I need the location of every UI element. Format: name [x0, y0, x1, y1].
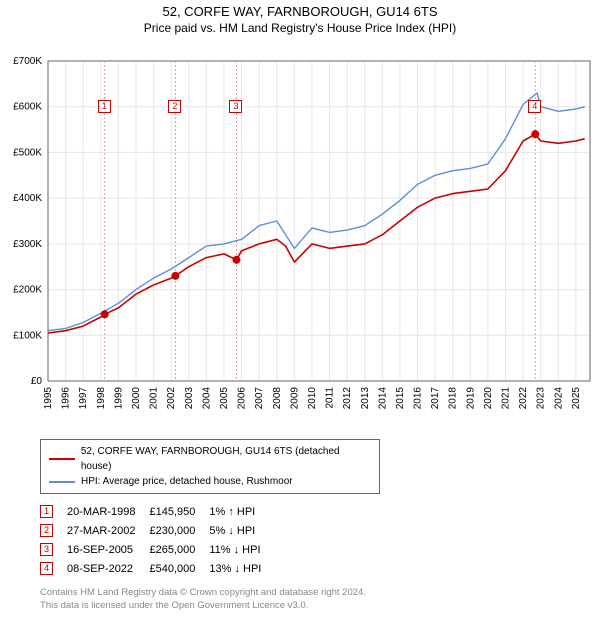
sale-row: 1 20-MAR-1998£145,9501% ↑ HPI: [40, 502, 275, 521]
svg-text:2000: 2000: [131, 387, 142, 410]
legend-label: 52, CORFE WAY, FARNBOROUGH, GU14 6TS (de…: [81, 444, 371, 474]
legend-swatch: [49, 481, 75, 483]
legend-label: HPI: Average price, detached house, Rush…: [81, 474, 293, 489]
svg-text:1999: 1999: [113, 387, 124, 410]
svg-text:2013: 2013: [360, 387, 371, 410]
sale-marker-4: 4: [528, 100, 541, 113]
sales-table: 1 20-MAR-1998£145,9501% ↑ HPI 2 27-MAR-2002…: [40, 502, 275, 578]
svg-text:2022: 2022: [518, 387, 529, 410]
sale-diff: 13% ↓ HPI: [209, 559, 275, 578]
sale-price: £265,000: [149, 540, 209, 559]
svg-text:2020: 2020: [483, 387, 494, 410]
price-chart: £0 £100K £200K £300K £400K £500K £600K £700K 199…: [0, 41, 600, 431]
sale-price: £230,000: [149, 521, 209, 540]
sale-marker-icon: 1: [40, 505, 53, 518]
svg-text:£100K: £100K: [13, 330, 42, 341]
sale-date: 16-SEP-2005: [67, 540, 149, 559]
svg-text:£600K: £600K: [13, 102, 42, 113]
chart-legend: 52, CORFE WAY, FARNBOROUGH, GU14 6TS (de…: [40, 439, 380, 494]
svg-text:2012: 2012: [342, 387, 353, 410]
sale-marker-icon: 3: [40, 543, 53, 556]
sale-marker-2: 2: [168, 100, 181, 113]
sale-row: 2 27-MAR-2002£230,0005% ↓ HPI: [40, 521, 275, 540]
sale-price: £540,000: [149, 559, 209, 578]
svg-text:2014: 2014: [377, 387, 388, 410]
sale-diff: 11% ↓ HPI: [209, 540, 275, 559]
sale-diff: 1% ↑ HPI: [209, 502, 275, 521]
svg-text:2011: 2011: [325, 387, 336, 409]
sale-marker-icon: 2: [40, 524, 53, 537]
svg-text:£700K: £700K: [13, 56, 42, 67]
svg-text:2017: 2017: [430, 387, 441, 410]
svg-text:2001: 2001: [149, 387, 160, 410]
sale-marker-icon: 4: [40, 562, 53, 575]
sale-marker-3: 3: [229, 100, 242, 113]
sale-price: £145,950: [149, 502, 209, 521]
sale-date: 27-MAR-2002: [67, 521, 149, 540]
sale-row: 4 08-SEP-2022£540,00013% ↓ HPI: [40, 559, 275, 578]
legend-item: 52, CORFE WAY, FARNBOROUGH, GU14 6TS (de…: [49, 444, 371, 474]
svg-text:2023: 2023: [536, 387, 547, 410]
svg-text:1995: 1995: [43, 387, 54, 410]
legend-swatch: [49, 458, 75, 460]
page-root: 52, CORFE WAY, FARNBOROUGH, GU14 6TS Pri…: [0, 4, 600, 624]
svg-text:2010: 2010: [307, 387, 318, 410]
svg-text:1998: 1998: [96, 387, 107, 410]
footer-text: Contains HM Land Registry data © Crown c…: [40, 586, 600, 612]
sale-date: 20-MAR-1998: [67, 502, 149, 521]
svg-text:1997: 1997: [78, 387, 89, 410]
svg-text:2007: 2007: [254, 387, 265, 410]
svg-text:£300K: £300K: [13, 239, 42, 250]
svg-text:2009: 2009: [289, 387, 300, 410]
page-title: 52, CORFE WAY, FARNBOROUGH, GU14 6TS: [0, 4, 600, 19]
svg-text:2003: 2003: [184, 387, 195, 410]
svg-text:£0: £0: [31, 376, 43, 387]
svg-text:2006: 2006: [237, 387, 248, 410]
legend-item: HPI: Average price, detached house, Rush…: [49, 474, 371, 489]
svg-text:£500K: £500K: [13, 147, 42, 158]
svg-text:2024: 2024: [553, 387, 564, 410]
svg-text:2019: 2019: [465, 387, 476, 410]
page-subtitle: Price paid vs. HM Land Registry's House …: [0, 21, 600, 35]
footer-line-2: This data is licensed under the Open Gov…: [40, 599, 600, 612]
svg-text:2021: 2021: [501, 387, 512, 410]
sale-row: 3 16-SEP-2005£265,00011% ↓ HPI: [40, 540, 275, 559]
svg-text:£200K: £200K: [13, 285, 42, 296]
svg-text:2005: 2005: [219, 387, 230, 410]
sale-diff: 5% ↓ HPI: [209, 521, 275, 540]
svg-text:2018: 2018: [448, 387, 459, 410]
svg-text:2002: 2002: [166, 387, 177, 410]
svg-text:2016: 2016: [413, 387, 424, 410]
svg-text:1996: 1996: [61, 387, 72, 410]
svg-text:2004: 2004: [201, 387, 212, 410]
svg-text:2008: 2008: [272, 387, 283, 410]
svg-text:2015: 2015: [395, 387, 406, 410]
chart-svg: £0 £100K £200K £300K £400K £500K £600K £700K 199…: [0, 41, 600, 431]
svg-text:2025: 2025: [571, 387, 582, 410]
footer-line-1: Contains HM Land Registry data © Crown c…: [40, 586, 600, 599]
svg-text:£400K: £400K: [13, 193, 42, 204]
sale-date: 08-SEP-2022: [67, 559, 149, 578]
sale-marker-1: 1: [98, 100, 111, 113]
